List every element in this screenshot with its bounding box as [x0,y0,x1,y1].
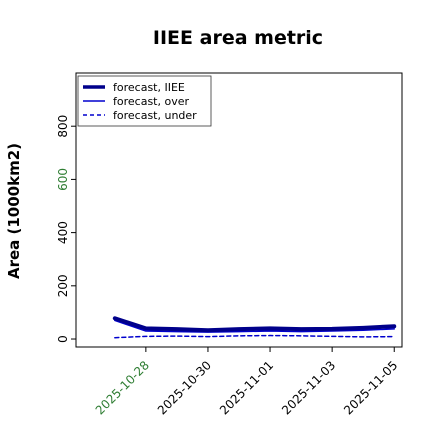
y-axis-label: Area (1000km2) [5,143,23,279]
x-tick-label: 2025-11-03 [279,358,338,417]
y-tick-label: 400 [56,221,70,244]
x-tick-label: 2025-10-30 [155,358,214,417]
y-tick-label: 200 [56,274,70,297]
x-tick-label: 2025-11-05 [341,358,400,417]
series-layer [112,316,397,339]
y-tick-label: 800 [56,115,70,138]
legend-label-over: forecast, over [113,95,189,108]
legend-label-under: forecast, under [113,109,197,122]
x-tick-label: 2025-10-28 [93,358,152,417]
x-axis: 2025-10-28 2025-10-30 2025-11-01 2025-11-03… [93,347,400,417]
series-line-over [114,319,395,333]
legend: forecast, IIEE forecast, over forecast, … [77,75,212,127]
plot-area [75,72,403,348]
chart-title: IIEE area metric [153,27,323,49]
y-tick-label: 0 [56,335,70,343]
series-line-under [114,334,395,339]
x-tick-label: 2025-11-01 [217,358,276,417]
y-axis: 0 200 400 600 800 [56,115,76,343]
series-line-iiee [112,316,397,333]
y-tick-label: 600 [56,168,70,191]
legend-label-iiee: forecast, IIEE [113,81,185,94]
